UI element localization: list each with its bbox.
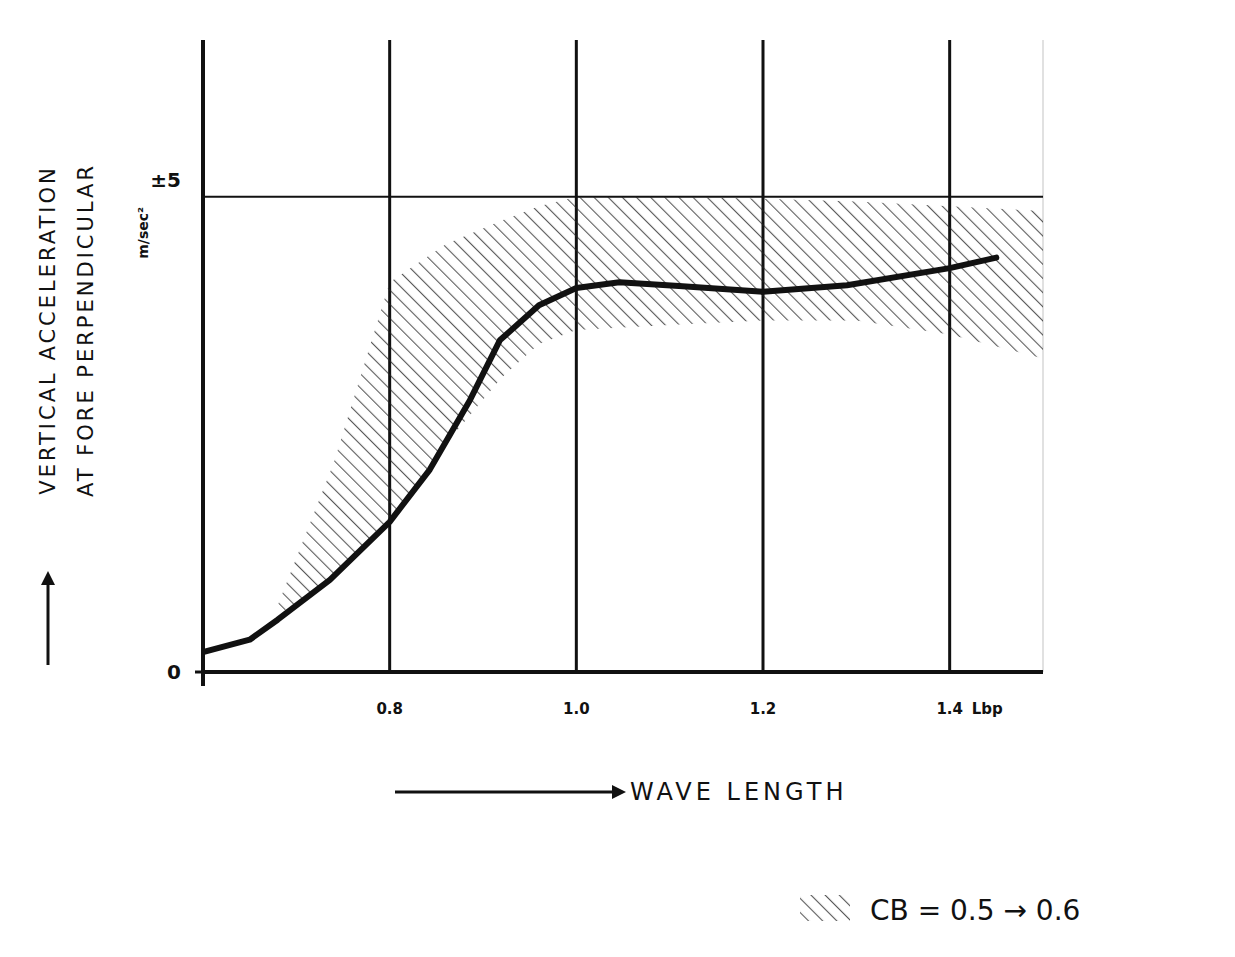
x-axis-title: WAVE LENGTH	[630, 778, 847, 806]
x-tick-label: 1.4	[936, 700, 963, 718]
legend-swatch	[800, 895, 850, 921]
curve	[203, 258, 996, 652]
y-unit: m/sec²	[135, 207, 151, 259]
legend: CB = 0.5 → 0.6	[800, 894, 1080, 927]
x-tick-label: 0.8	[376, 700, 403, 718]
x-axis	[203, 670, 1043, 674]
x-unit: Lbp	[972, 700, 1003, 718]
chart: 0.8 1.0 1.2 1.4 Lbp 0 ±5 m/sec² WAVE LENGTH VERTI…	[0, 0, 1235, 957]
band	[278, 197, 1043, 615]
x-arrow-head	[612, 785, 626, 799]
y-tick-label: 0	[167, 660, 181, 684]
y-axis	[201, 40, 205, 686]
x-tick-label: 1.0	[563, 700, 590, 718]
grid-line	[762, 40, 765, 672]
y-axis-title: AT FORE PERPENDICULAR	[74, 163, 98, 497]
grid-line	[575, 40, 578, 672]
grid-line	[948, 40, 951, 672]
x-arrow	[395, 791, 612, 794]
legend-label: CB = 0.5 → 0.6	[870, 894, 1080, 927]
range-end	[1043, 40, 1044, 672]
y-arrow-head	[41, 571, 55, 585]
y-tick-label: ±5	[150, 168, 181, 192]
x-tick-label: 1.2	[750, 700, 777, 718]
plot-data	[203, 197, 1043, 652]
y-axis-title: VERTICAL ACCELERATION	[36, 165, 60, 494]
y-arrow	[47, 585, 50, 665]
